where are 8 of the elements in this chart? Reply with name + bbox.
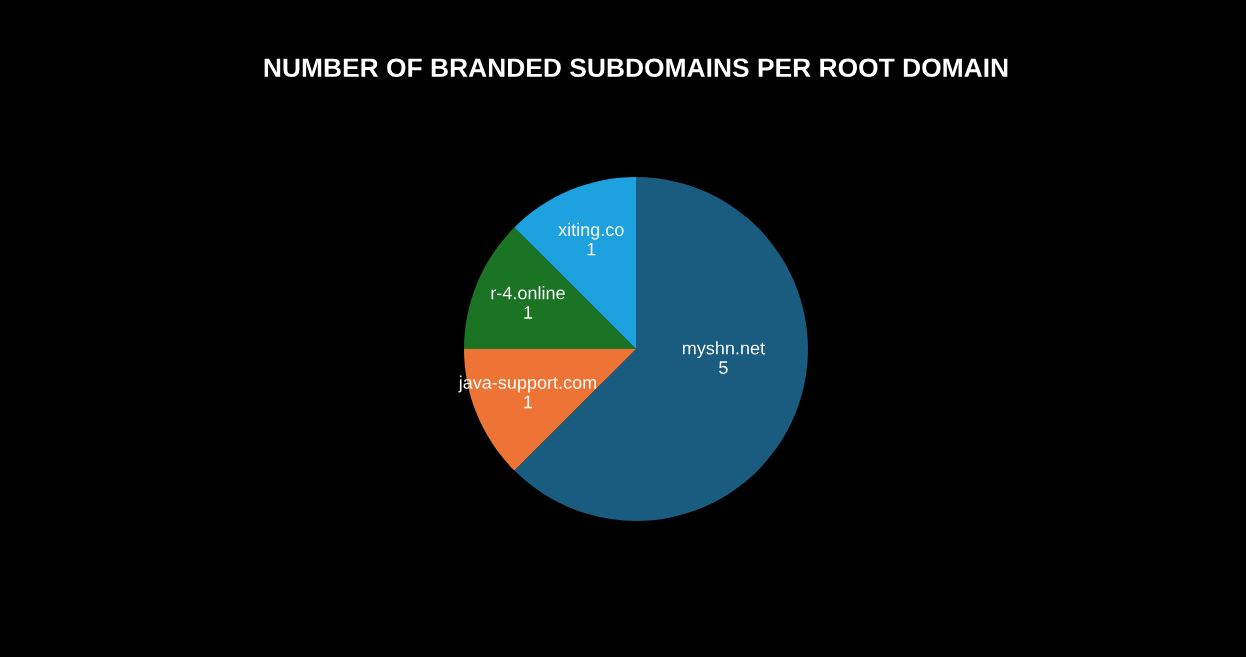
data-label: 1	[524, 306, 533, 319]
data-label: 1	[524, 395, 533, 409]
data-label: 1	[587, 242, 596, 256]
slice-label: myshn.net	[682, 341, 765, 359]
slice-label: xiting.co	[558, 222, 624, 240]
slice-label: r-4.online	[491, 286, 565, 300]
chart-title: NUMBER OF BRANDED SUBDOMAINS PER ROOT DOMAIN	[264, 58, 1008, 78]
data-label: 5	[719, 361, 728, 374]
